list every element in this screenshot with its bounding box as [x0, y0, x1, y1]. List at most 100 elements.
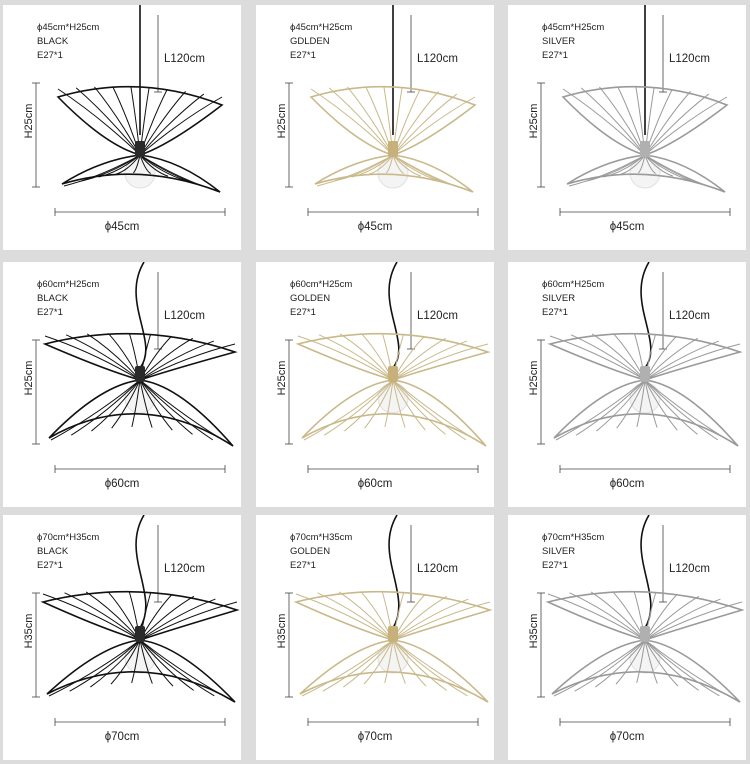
lower-shade-outline	[46, 639, 236, 703]
size-spec: ϕ70cm*H35cm	[542, 532, 605, 543]
height-label: H35cm	[276, 613, 288, 649]
product-panel: ϕ60cm*H25cm SILVER E27*1 L120cm H25cm ϕ60cm	[508, 262, 746, 507]
product-panel: ϕ45cm*H25cm BLACK E27*1 L120cm H25cm ϕ45cm	[3, 5, 241, 250]
upper-rib	[65, 334, 141, 381]
upper-rib	[317, 592, 394, 641]
upper-rib	[318, 334, 394, 381]
socket-spec: E27*1	[542, 560, 568, 571]
lower-rib	[139, 379, 153, 428]
lower-rib	[139, 379, 234, 447]
lower-rib	[392, 639, 468, 697]
lower-rib	[636, 639, 646, 684]
lower-rib	[69, 639, 141, 692]
wire-shade	[56, 85, 224, 193]
width-label: ϕ60cm	[357, 478, 393, 490]
lower-rib	[131, 379, 141, 428]
pendant-lamp-illustration	[32, 515, 240, 726]
upper-rib	[549, 335, 646, 381]
cord-length-label: L120cm	[417, 310, 458, 322]
lower-rib	[363, 639, 394, 685]
lower-rib	[392, 379, 426, 431]
upper-rib	[569, 592, 646, 641]
cord-length-label: L120cm	[669, 310, 710, 322]
pendant-lamp-illustration	[32, 5, 226, 216]
lower-rib	[115, 154, 141, 175]
product-panel: ϕ60cm*H25cm BLACK E27*1 L120cm H25cm ϕ60cm	[3, 262, 241, 507]
upper-rib	[392, 343, 489, 381]
lower-rib	[644, 379, 658, 428]
dimension-guides	[537, 272, 731, 473]
upper-rib	[295, 593, 394, 641]
lower-rib	[392, 154, 422, 177]
lower-rib	[98, 154, 141, 178]
height-label: H25cm	[528, 360, 540, 396]
lower-rib	[644, 639, 699, 691]
lower-rib	[139, 154, 221, 193]
power-cord	[388, 262, 400, 369]
lower-rib	[615, 639, 646, 685]
lamp-fitting	[640, 141, 650, 157]
upper-rib	[328, 87, 394, 156]
lower-shade-outline	[301, 379, 487, 447]
product-panel: ϕ70cm*H35cm SILVER E27*1 L120cm H35cm ϕ70cm	[508, 515, 746, 760]
size-spec: ϕ45cm*H25cm	[290, 22, 353, 33]
lower-rib	[644, 379, 719, 441]
lower-shade-outline	[566, 154, 726, 193]
product-panel: ϕ70cm*H35cm BLACK E27*1 L120cm H35cm ϕ70cm	[3, 515, 241, 760]
height-label: H25cm	[23, 360, 35, 396]
lower-rib	[644, 639, 720, 697]
width-label: ϕ45cm	[357, 221, 393, 233]
lower-rib	[90, 639, 141, 688]
cord-length-label: L120cm	[417, 53, 458, 65]
height-label: H25cm	[276, 103, 288, 139]
light-bulb	[377, 157, 409, 189]
spec-block: ϕ70cm*H35cm BLACK E27*1	[37, 531, 99, 573]
upper-rib	[338, 591, 394, 641]
cord-length-label: L120cm	[417, 563, 458, 575]
lower-rib	[392, 639, 427, 687]
wire-shade	[295, 332, 491, 447]
upper-rib	[139, 93, 205, 156]
upper-rib	[44, 335, 141, 381]
height-label: H25cm	[276, 360, 288, 396]
lower-rib	[644, 154, 656, 175]
upper-rib	[590, 591, 646, 641]
size-spec: ϕ60cm*H25cm	[37, 279, 100, 290]
upper-shade-outline	[295, 332, 491, 381]
lower-rib	[644, 639, 658, 684]
upper-rib	[86, 333, 141, 381]
lower-rib	[351, 154, 394, 178]
width-label: ϕ60cm	[609, 478, 645, 490]
dimension-guides	[537, 525, 731, 726]
lower-rib	[644, 154, 726, 193]
product-panel: ϕ60cm*H25cm GOLDEN E27*1 L120cm H25cm ϕ60cm	[256, 262, 494, 507]
lower-rib	[70, 379, 141, 436]
lower-rib	[644, 379, 698, 435]
color-spec: BLACK	[37, 546, 69, 557]
size-spec: ϕ60cm*H25cm	[290, 279, 353, 290]
power-cord	[135, 515, 147, 629]
lamp-fitting	[388, 366, 398, 382]
upper-rib	[297, 335, 394, 381]
upper-rib	[64, 592, 141, 641]
color-spec: SILVER	[542, 293, 576, 304]
lower-rib	[392, 639, 489, 703]
upper-rib	[562, 88, 646, 156]
pendant-lamp-illustration	[32, 262, 238, 473]
light-bulb	[629, 157, 661, 189]
upper-rib	[644, 340, 720, 381]
spec-block: ϕ60cm*H25cm SILVER E27*1	[542, 278, 604, 320]
lower-rib	[131, 639, 141, 684]
socket-spec: E27*1	[290, 560, 316, 571]
upper-shade-outline	[309, 85, 477, 156]
power-cord	[388, 515, 400, 629]
upper-rib	[644, 598, 721, 641]
pendant-lamp-illustration	[537, 515, 745, 726]
socket-spec: E27*1	[37, 560, 63, 571]
width-label: ϕ45cm	[104, 221, 140, 233]
lamp-fitting	[135, 141, 145, 157]
lamp-fitting	[388, 141, 398, 157]
socket-spec: E27*1	[37, 307, 63, 318]
lower-rib	[139, 639, 215, 697]
upper-rib	[339, 333, 394, 381]
